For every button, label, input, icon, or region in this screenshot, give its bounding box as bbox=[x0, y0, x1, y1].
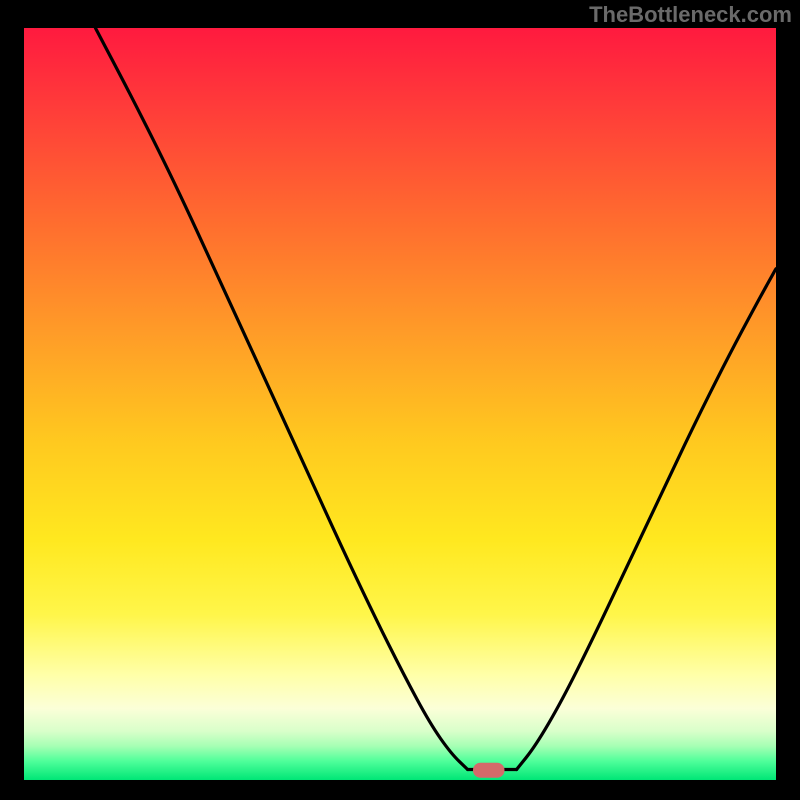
watermark-text: TheBottleneck.com bbox=[589, 2, 792, 28]
plot-area bbox=[24, 28, 776, 780]
plot-svg bbox=[24, 28, 776, 780]
optimum-marker bbox=[473, 763, 505, 778]
chart-frame: TheBottleneck.com bbox=[0, 0, 800, 800]
